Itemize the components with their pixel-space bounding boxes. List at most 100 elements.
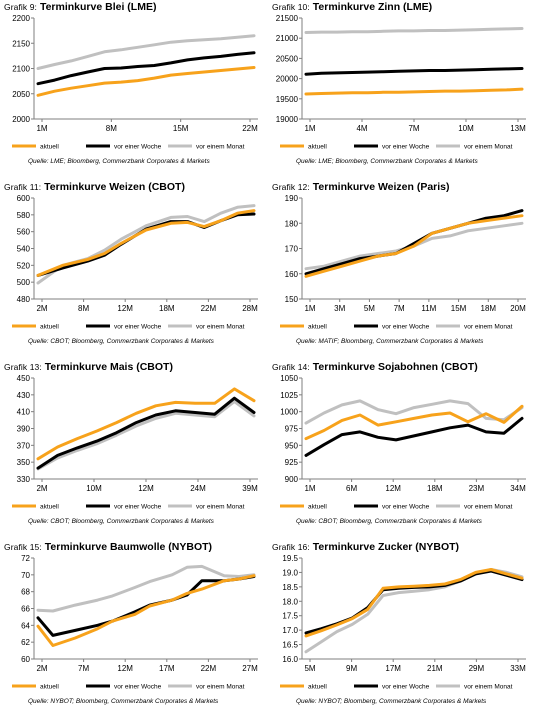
x-tick-label: 18M bbox=[159, 304, 175, 313]
y-tick-label: 1050 bbox=[280, 374, 298, 383]
y-tick-label: 17.5 bbox=[282, 612, 298, 621]
y-tick-label: 68 bbox=[21, 588, 30, 597]
chart-panel-baumwolle: Grafik 15: Terminkurve Baumwolle (NYBOT)… bbox=[4, 540, 266, 719]
y-tick-label: 560 bbox=[17, 228, 31, 237]
x-tick-label: 5M bbox=[304, 664, 315, 673]
y-tick-label: 2150 bbox=[12, 39, 30, 48]
y-tick-label: 19.5 bbox=[282, 554, 298, 563]
x-tick-label: 29M bbox=[469, 664, 485, 673]
y-tick-label: 70 bbox=[21, 571, 30, 580]
legend-label: vor einem Monat bbox=[464, 144, 513, 151]
y-tick-label: 580 bbox=[17, 211, 31, 220]
x-tick-label: 24M bbox=[190, 484, 206, 493]
series-line-monat bbox=[304, 399, 524, 425]
y-tick-label: 170 bbox=[285, 245, 299, 254]
x-tick-label: 8M bbox=[78, 304, 89, 313]
legend-label: vor einem Monat bbox=[196, 684, 245, 691]
series-line-aktuell bbox=[304, 568, 524, 638]
x-tick-label: 11M bbox=[421, 304, 436, 313]
source-note: Quelle: NYBOT; Bloomberg, Commerzbank Co… bbox=[296, 698, 487, 705]
x-tick-label: 18M bbox=[481, 304, 497, 313]
x-tick-label: 9M bbox=[346, 664, 357, 673]
y-tick-label: 16.0 bbox=[282, 655, 298, 664]
x-tick-label: 12M bbox=[385, 484, 401, 493]
x-tick-label: 22M bbox=[201, 304, 217, 313]
x-tick-label: 5M bbox=[364, 304, 375, 313]
y-tick-label: 450 bbox=[17, 374, 31, 383]
y-tick-label: 2100 bbox=[12, 65, 30, 74]
source-note: Quelle: LME; Bloomberg, Commerzbank Corp… bbox=[296, 158, 478, 165]
series-line-woche bbox=[36, 212, 256, 277]
panel-title: Grafik 9: Terminkurve Blei (LME) bbox=[4, 1, 157, 13]
x-tick-label: 17M bbox=[385, 664, 401, 673]
x-tick-label: 22M bbox=[201, 664, 217, 673]
source-note: Quelle: LME; Bloomberg, Commerzbank Corp… bbox=[28, 158, 210, 165]
series-line-monat bbox=[36, 400, 256, 471]
source-note: Quelle: CBOT; Bloomberg, Commerzbank Cor… bbox=[28, 518, 215, 525]
x-tick-label: 12M bbox=[117, 304, 133, 313]
line-chart: 16.0 16.5 17.0 17.5 18.0 18.5 19.0 19.5 5M 9M 17M 2… bbox=[272, 554, 534, 719]
x-tick-label: 10M bbox=[86, 484, 102, 493]
chart-panel-weizen-cbot: Grafik 11: Terminkurve Weizen (CBOT) 480… bbox=[4, 180, 266, 359]
legend-label: aktuell bbox=[308, 144, 327, 151]
series-line-aktuell bbox=[36, 209, 256, 277]
y-tick-label: 2000 bbox=[12, 115, 30, 124]
legend-label: aktuell bbox=[40, 504, 59, 511]
y-tick-label: 480 bbox=[17, 295, 31, 304]
legend-label: aktuell bbox=[40, 324, 59, 331]
y-tick-label: 500 bbox=[17, 278, 31, 287]
x-tick-label: 20M bbox=[510, 304, 526, 313]
y-tick-label: 72 bbox=[21, 554, 30, 563]
y-tick-label: 19.0 bbox=[282, 568, 298, 577]
series-line-monat bbox=[36, 34, 256, 70]
x-tick-label: 12M bbox=[117, 664, 133, 673]
chart-svg-0: 2000 2050 2100 2150 2200 1M 8M 15M 22M aktuell vor… bbox=[12, 14, 258, 165]
legend-label: aktuell bbox=[40, 144, 59, 151]
x-tick-label: 12M bbox=[138, 484, 154, 493]
x-tick-label: 1M bbox=[304, 304, 315, 313]
y-tick-label: 950 bbox=[285, 441, 299, 450]
chart-svg-7: 16.0 16.5 17.0 17.5 18.0 18.5 19.0 19.5 5M 9M 17M 2… bbox=[280, 554, 526, 705]
y-tick-label: 900 bbox=[285, 475, 299, 484]
y-tick-label: 20000 bbox=[276, 75, 299, 84]
series-line-aktuell bbox=[304, 214, 524, 278]
y-tick-label: 62 bbox=[21, 638, 30, 647]
y-tick-label: 330 bbox=[17, 475, 31, 484]
panel-title: Grafik 10: Terminkurve Zinn (LME) bbox=[272, 1, 433, 13]
panel-title: Grafik 16: Terminkurve Zucker (NYBOT) bbox=[272, 541, 460, 553]
y-tick-label: 1025 bbox=[280, 391, 298, 400]
series-line-monat bbox=[304, 27, 524, 34]
panel-title: Grafik 12: Terminkurve Weizen (Paris) bbox=[272, 181, 450, 193]
series-line-aktuell bbox=[304, 404, 524, 441]
chart-panel-mais: Grafik 13: Terminkurve Mais (CBOT) 330 35… bbox=[4, 360, 266, 539]
y-tick-label: 150 bbox=[285, 295, 299, 304]
legend-label: vor einer Woche bbox=[382, 684, 430, 691]
y-tick-label: 370 bbox=[17, 441, 31, 450]
x-tick-label: 22M bbox=[242, 124, 258, 133]
x-tick-label: 17M bbox=[159, 664, 175, 673]
series-line-woche bbox=[304, 209, 524, 276]
y-tick-label: 17.0 bbox=[282, 626, 298, 635]
x-tick-label: 6M bbox=[346, 484, 357, 493]
series-line-aktuell bbox=[36, 574, 256, 647]
x-tick-label: 2M bbox=[36, 304, 47, 313]
chart-panel-weizen-paris: Grafik 12: Terminkurve Weizen (Paris) 15… bbox=[272, 180, 534, 359]
x-tick-label: 23M bbox=[469, 484, 485, 493]
line-chart: 900 925 950 975 1000 1025 1050 1M 6M 12M 18M 23M 34M… bbox=[272, 374, 534, 539]
y-tick-label: 180 bbox=[285, 219, 299, 228]
line-chart: 480 500 520 540 560 580 600 2M 8M 12M 18M 22M 28M akt… bbox=[4, 194, 266, 359]
x-tick-label: 13M bbox=[510, 124, 526, 133]
x-tick-label: 7M bbox=[394, 304, 405, 313]
panel-title: Grafik 15: Terminkurve Baumwolle (NYBOT) bbox=[4, 541, 213, 553]
y-tick-label: 16.5 bbox=[282, 641, 298, 650]
x-tick-label: 34M bbox=[510, 484, 526, 493]
chart-panel-sojabohnen: Grafik 14: Terminkurve Sojabohnen (CBOT)… bbox=[272, 360, 534, 539]
x-tick-label: 18M bbox=[427, 484, 443, 493]
source-note: Quelle: CBOT; Bloomberg, Commerzbank Cor… bbox=[296, 518, 483, 525]
y-tick-label: 20500 bbox=[276, 54, 299, 63]
legend-label: vor einer Woche bbox=[382, 504, 430, 511]
legend-label: vor einer Woche bbox=[382, 324, 430, 331]
legend-label: aktuell bbox=[308, 324, 327, 331]
series-line-woche bbox=[36, 396, 256, 470]
legend-label: vor einem Monat bbox=[196, 324, 245, 331]
